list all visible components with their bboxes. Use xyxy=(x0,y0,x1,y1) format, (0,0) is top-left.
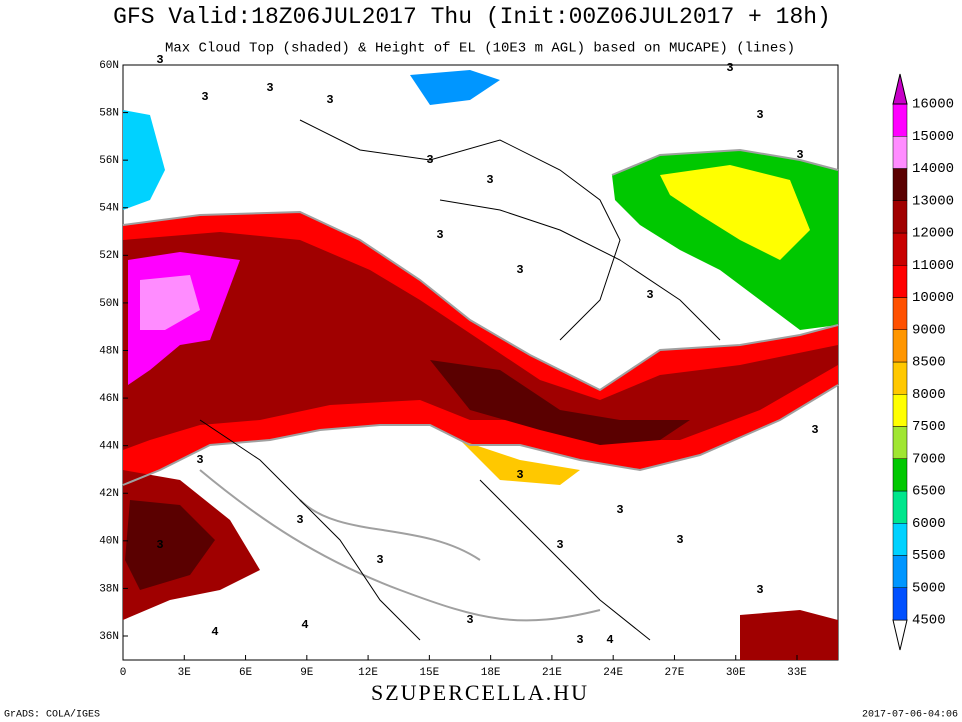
contour-label: 3 xyxy=(196,453,203,467)
colorbar-segment xyxy=(892,361,908,395)
colorbar-segment xyxy=(892,136,908,169)
contour-label: 3 xyxy=(726,61,733,75)
lat-label: 56N xyxy=(99,155,119,167)
colorbar-segment xyxy=(892,490,908,524)
contour-label: 3 xyxy=(376,553,383,567)
colorbar-label: 5500 xyxy=(912,548,946,564)
colorbar-segment xyxy=(892,103,908,137)
contour-label: 3 xyxy=(156,53,163,67)
colorbar-label: 16000 xyxy=(912,97,954,113)
map-field xyxy=(122,64,839,661)
colorbar-arrow xyxy=(892,619,908,651)
colorbar-segment xyxy=(892,523,908,556)
colorbar-segment xyxy=(892,168,908,201)
contour-label: 3 xyxy=(516,263,523,277)
contour-label: 3 xyxy=(556,538,563,552)
contour-label: 3 xyxy=(426,153,433,167)
lon-label: 27E xyxy=(665,667,685,679)
lat-label: 58N xyxy=(99,107,119,119)
contour-label: 3 xyxy=(486,173,493,187)
lon-label: 3E xyxy=(178,667,192,679)
lat-label: 44N xyxy=(99,441,119,453)
colorbar-label: 4500 xyxy=(912,613,946,629)
lat-label: 40N xyxy=(99,536,119,548)
contour-label: 3 xyxy=(676,533,683,547)
lon-label: 12E xyxy=(358,667,378,679)
colorbar-label: 6000 xyxy=(912,516,946,532)
contour-label: 3 xyxy=(811,423,818,437)
contour-label: 3 xyxy=(756,108,763,122)
lon-label: 30E xyxy=(726,667,746,679)
lat-label: 54N xyxy=(99,203,119,215)
contour-label: 3 xyxy=(266,81,273,95)
colorbar-label: 8500 xyxy=(912,355,946,371)
lon-label: 9E xyxy=(300,667,314,679)
colorbar-segment xyxy=(892,394,908,427)
colorbar-segment xyxy=(892,200,908,234)
lon-label: 21E xyxy=(542,667,562,679)
lat-label: 60N xyxy=(99,60,119,72)
colorbar-segment xyxy=(892,458,908,492)
site-name: SZUPERCELLA.HU xyxy=(371,680,589,705)
colorbar-segment xyxy=(892,265,908,298)
title: GFS Valid:18Z06JUL2017 Thu (Init:00Z06JU… xyxy=(113,4,831,30)
lon-label: 18E xyxy=(481,667,501,679)
contour-label: 3 xyxy=(756,583,763,597)
contour-label: 4 xyxy=(211,625,218,639)
colorbar-label: 13000 xyxy=(912,193,954,209)
lon-label: 33E xyxy=(787,667,807,679)
contour-label: 3 xyxy=(201,90,208,104)
contour-label: 4 xyxy=(606,633,613,647)
lat-label: 48N xyxy=(99,345,119,357)
contour-label: 3 xyxy=(616,503,623,517)
lon-label: 24E xyxy=(603,667,623,679)
colorbar-label: 8000 xyxy=(912,387,946,403)
lon-label: 6E xyxy=(239,667,253,679)
contour-label: 4 xyxy=(301,618,308,632)
lat-label: 52N xyxy=(99,250,119,262)
colorbar-label: 9000 xyxy=(912,322,946,338)
lat-label: 46N xyxy=(99,393,119,405)
colorbar-label: 15000 xyxy=(912,129,954,145)
lat-label: 38N xyxy=(99,583,119,595)
colorbar-segment xyxy=(892,297,908,330)
colorbar-segment xyxy=(892,555,908,588)
timestamp: 2017-07-06-04:06 xyxy=(862,710,958,721)
contour-label: 3 xyxy=(296,513,303,527)
lat-label: 50N xyxy=(99,298,119,310)
contour-label: 3 xyxy=(646,288,653,302)
credit: GrADS: COLA/IGES xyxy=(4,709,100,721)
lon-label: 15E xyxy=(419,667,439,679)
colorbar-label: 7500 xyxy=(912,419,946,435)
colorbar-label: 14000 xyxy=(912,161,954,177)
contour-label: 3 xyxy=(436,228,443,242)
colorbar-segment xyxy=(892,329,908,363)
lon-label: 0 xyxy=(120,667,127,679)
colorbar-label: 12000 xyxy=(912,226,954,242)
contour-label: 3 xyxy=(796,148,803,162)
contour-label: 3 xyxy=(466,613,473,627)
lat-label: 42N xyxy=(99,488,119,500)
subtitle: Max Cloud Top (shaded) & Height of EL (1… xyxy=(165,41,795,57)
colorbar-arrow xyxy=(892,73,908,105)
contour-label: 3 xyxy=(156,538,163,552)
colorbar-label: 7000 xyxy=(912,451,946,467)
colorbar-segment xyxy=(892,426,908,459)
contour-label: 3 xyxy=(516,468,523,482)
contour-label: 3 xyxy=(576,633,583,647)
colorbar-label: 6500 xyxy=(912,484,946,500)
colorbar-segment xyxy=(892,587,908,621)
contour-label: 3 xyxy=(326,93,333,107)
lat-label: 36N xyxy=(99,631,119,643)
colorbar-label: 5000 xyxy=(912,580,946,596)
colorbar-segment xyxy=(892,232,908,266)
colorbar-label: 11000 xyxy=(912,258,954,274)
colorbar-label: 10000 xyxy=(912,290,954,306)
